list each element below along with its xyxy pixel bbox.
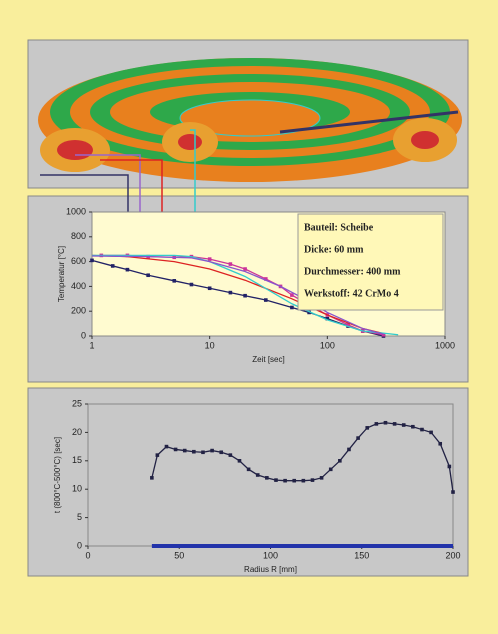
annotation: Bauteil: Scheibe bbox=[304, 222, 374, 233]
marker bbox=[229, 453, 233, 457]
marker bbox=[243, 294, 247, 298]
marker bbox=[302, 479, 306, 483]
marker bbox=[210, 449, 214, 453]
marker bbox=[90, 259, 94, 263]
marker bbox=[402, 423, 406, 427]
marker bbox=[243, 267, 247, 271]
marker bbox=[356, 436, 360, 440]
x-tick-label: 100 bbox=[320, 340, 335, 350]
marker bbox=[290, 293, 294, 297]
y-tick-label: 600 bbox=[71, 256, 86, 266]
marker bbox=[283, 479, 287, 483]
marker bbox=[347, 448, 351, 452]
y-axis-label: Temperatur [°C] bbox=[57, 246, 66, 302]
marker bbox=[190, 283, 194, 287]
marker bbox=[375, 422, 379, 426]
marker bbox=[320, 476, 324, 480]
marker bbox=[274, 478, 278, 482]
marker bbox=[438, 442, 442, 446]
page: {"chart_data": [ {"type": "line", "xscal… bbox=[0, 0, 498, 634]
marker bbox=[146, 273, 150, 277]
x-tick-label: 200 bbox=[445, 550, 460, 560]
y-tick-label: 25 bbox=[72, 398, 82, 408]
y-tick-label: 10 bbox=[72, 484, 82, 494]
mesh-image bbox=[38, 58, 462, 182]
x-tick-label: 1000 bbox=[435, 340, 455, 350]
figure: 020040060080010001101001000Zeit [sec]Tem… bbox=[0, 0, 498, 634]
x-tick-label: 50 bbox=[174, 550, 184, 560]
y-tick-label: 20 bbox=[72, 427, 82, 437]
x-tick-label: 150 bbox=[354, 550, 369, 560]
annotation: Werkstoff: 42 CrMo 4 bbox=[304, 288, 399, 299]
marker bbox=[183, 449, 187, 453]
y-tick-label: 200 bbox=[71, 306, 86, 316]
x-tick-label: 100 bbox=[263, 550, 278, 560]
marker bbox=[429, 431, 433, 435]
x-tick-label: 0 bbox=[85, 550, 90, 560]
marker bbox=[411, 425, 415, 429]
marker bbox=[290, 306, 294, 310]
y-tick-label: 0 bbox=[81, 330, 86, 340]
annotation: Durchmesser: 400 mm bbox=[304, 266, 401, 277]
marker bbox=[238, 459, 242, 463]
marker bbox=[264, 298, 268, 302]
marker bbox=[126, 268, 130, 272]
marker bbox=[265, 476, 269, 480]
plot-area bbox=[88, 404, 453, 546]
marker bbox=[451, 490, 455, 494]
marker bbox=[150, 476, 154, 480]
y-tick-label: 1000 bbox=[66, 206, 86, 216]
marker bbox=[219, 450, 223, 454]
marker bbox=[111, 264, 115, 268]
marker bbox=[247, 468, 251, 472]
marker bbox=[229, 262, 233, 266]
x-tick-label: 10 bbox=[205, 340, 215, 350]
marker bbox=[256, 473, 260, 477]
y-tick-label: 5 bbox=[77, 512, 82, 522]
marker bbox=[172, 279, 176, 283]
marker bbox=[329, 468, 333, 472]
marker bbox=[338, 459, 342, 463]
marker bbox=[420, 428, 424, 432]
y-axis-label: t (800°C-500°C) [sec] bbox=[53, 437, 62, 513]
x-axis-label: Zeit [sec] bbox=[252, 355, 284, 364]
marker bbox=[208, 286, 212, 290]
marker bbox=[208, 257, 212, 261]
x-axis-label: Radius R [mm] bbox=[244, 565, 297, 574]
annotation: Dicke: 60 mm bbox=[304, 244, 364, 255]
marker bbox=[229, 291, 233, 295]
marker bbox=[393, 422, 397, 426]
marker bbox=[156, 453, 160, 457]
marker bbox=[174, 448, 178, 452]
marker bbox=[165, 445, 169, 449]
marker bbox=[201, 450, 205, 454]
marker bbox=[192, 450, 196, 454]
y-tick-label: 15 bbox=[72, 455, 82, 465]
marker bbox=[365, 426, 369, 430]
y-tick-label: 400 bbox=[71, 281, 86, 291]
x-tick-label: 1 bbox=[89, 340, 94, 350]
marker bbox=[292, 479, 296, 483]
y-tick-label: 0 bbox=[77, 540, 82, 550]
marker bbox=[448, 465, 452, 469]
marker bbox=[311, 478, 315, 482]
y-tick-label: 800 bbox=[71, 231, 86, 241]
marker bbox=[384, 421, 388, 425]
